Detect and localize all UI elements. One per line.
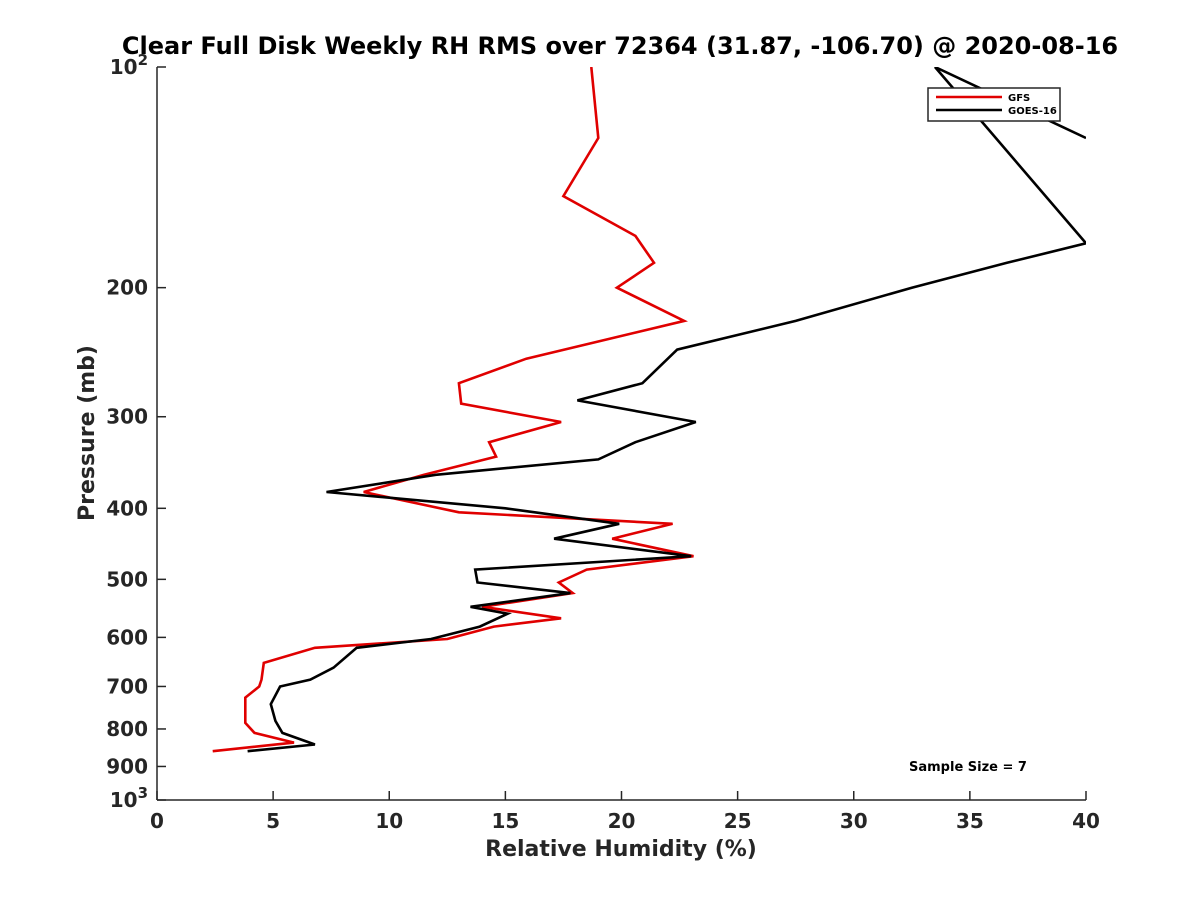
y-tick-label: 300 [106, 405, 148, 429]
y-tick-label: 103 [110, 784, 148, 812]
axes: 0 5 10 15 20 25 30 35 40 102 200 300 400 500 600 700 800… [106, 51, 1100, 833]
x-tick-label: 35 [956, 809, 984, 833]
y-tick-label: 400 [106, 496, 148, 520]
chart-title: Clear Full Disk Weekly RH RMS over 72364… [122, 32, 1118, 60]
legend: GFS GOES-16 [927, 87, 1061, 122]
x-tick-label: 20 [608, 809, 636, 833]
y-tick-label: 102 [110, 51, 148, 79]
series-line-goes-16 [247, 67, 1086, 753]
x-tick-label: 5 [266, 809, 280, 833]
x-tick-label: 30 [840, 809, 868, 833]
x-tick-label: 40 [1072, 809, 1100, 833]
y-axis-label: Pressure (mb) [75, 345, 100, 521]
x-axis-label: Relative Humidity (%) [485, 837, 757, 862]
y-tick-label: 200 [106, 276, 148, 300]
legend-box [927, 87, 1061, 122]
legend-label: GFS [1008, 93, 1030, 104]
x-tick-label: 15 [491, 809, 519, 833]
sample-size-annotation: Sample Size = 7 [909, 760, 1027, 775]
plot-lines [212, 67, 1086, 753]
y-tick-label: 800 [106, 717, 148, 741]
y-tick-label: 600 [106, 625, 148, 649]
x-tick-label: 10 [375, 809, 403, 833]
y-tick-label: 700 [106, 674, 148, 698]
series-line-gfs [212, 67, 694, 753]
y-tick-label: 900 [106, 754, 148, 778]
x-tick-label: 0 [150, 809, 164, 833]
x-tick-label: 25 [724, 809, 752, 833]
legend-label: GOES-16 [1008, 106, 1057, 117]
y-tick-label: 500 [106, 567, 148, 591]
